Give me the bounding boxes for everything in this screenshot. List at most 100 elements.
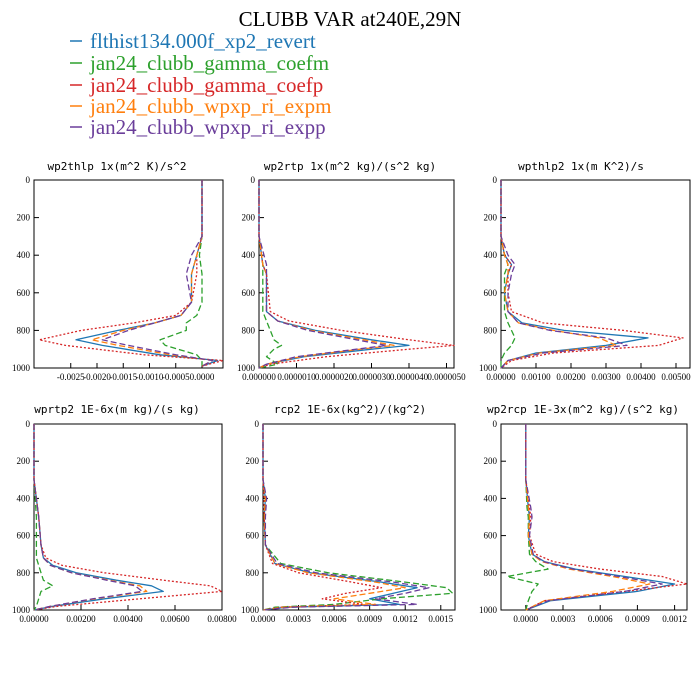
series-line-4 [262, 424, 406, 611]
legend-label-2: jan24_clubb_gamma_coefm [89, 51, 329, 75]
x-tick-label: 0.0000 [190, 372, 215, 382]
x-tick-label: 0.0006 [588, 614, 613, 624]
panel-wp2thlp: wp2thlp 1x(m^2 K)/s^2 0 200 400 600 800 1000 -… [12, 160, 224, 382]
y-tick-label: 0 [26, 419, 31, 429]
legend-entry-4: jan24_clubb_wpxp_ri_expm [70, 94, 331, 118]
panel-wpthlp2: wpthlp2 1x(m K^2)/s 020040060080010000.0… [479, 160, 691, 382]
plot-frame-wpthlp2 [500, 179, 691, 369]
x-tick-label: 0.0000 [513, 614, 538, 624]
legend-entry-5: jan24_clubb_wpxp_ri_expp [70, 115, 326, 139]
y-tick-label: 1000 [237, 363, 256, 373]
x-tick-label: 0.0015 [428, 614, 453, 624]
series-line-5 [525, 424, 663, 611]
panel-content-wp2thlp: 02004006008001000-0.0025-0.0020-0.0015-0… [12, 175, 224, 382]
series-line-4 [500, 180, 618, 369]
x-tick-label: 0.00200 [66, 614, 96, 624]
series-line-1 [258, 180, 410, 369]
x-tick-label: 0.00500 [661, 372, 691, 382]
series-line-5 [262, 424, 430, 611]
plot-frame-wp2rtp [258, 179, 455, 369]
x-tick-label: 0.00600 [160, 614, 190, 624]
y-tick-label: 1000 [12, 605, 31, 615]
series-line-4 [91, 180, 214, 367]
x-tick-label: 0.0012 [662, 614, 687, 624]
y-tick-label: 1000 [479, 605, 498, 615]
series-line-3 [500, 180, 684, 369]
panel-rcp2: rcp2 1E-6x(kg^2)/(kg^2) 0 200 400 600 800 100… [241, 403, 456, 624]
x-tick-label: 0.0009 [357, 614, 382, 624]
series-line-1 [33, 424, 164, 611]
x-tick-label: 0.00800 [207, 614, 237, 624]
x-tick-label: 0.0006 [322, 614, 347, 624]
series-line-4 [525, 424, 651, 611]
legend-label-5: jan24_clubb_wpxp_ri_expp [89, 115, 326, 139]
x-tick-label: 0.0009 [625, 614, 650, 624]
series-line-1 [500, 180, 649, 369]
y-tick-label: 1000 [12, 363, 31, 373]
series-line-2 [159, 180, 203, 367]
x-tick-label: -0.0025 [57, 372, 85, 382]
legend-label-1: flthist134.000f_xp2_revert [90, 29, 316, 53]
panel-wp2rcp: wp2rcp 1E-3x(m^2 kg)/(s^2 kg) 0 200 400 600… [479, 403, 688, 624]
series-line-5 [33, 424, 143, 611]
panel-title-wp2rtp: wp2rtp 1x(m^2 kg)/(s^2 kg) [264, 160, 436, 173]
x-tick-label: 0.00300 [591, 372, 621, 382]
y-tick-label: 800 [484, 568, 498, 578]
panel-title-wprtp2: wprtp2 1E-6x(m kg)/(s kg) [34, 403, 200, 416]
y-tick-label: 200 [246, 456, 260, 466]
series-line-2 [506, 424, 549, 611]
y-tick-label: 400 [484, 493, 498, 503]
panel-title-wp2thlp: wp2thlp 1x(m^2 K)/s^2 [47, 160, 186, 173]
series-line-2 [258, 180, 283, 369]
x-tick-label: 0.0003 [551, 614, 576, 624]
y-tick-label: 1000 [241, 605, 260, 615]
series-line-5 [500, 180, 628, 369]
legend: flthist134.000f_xp2_revert jan24_clubb_g… [70, 29, 331, 139]
series-line-2 [33, 424, 54, 611]
series-line-3 [38, 180, 224, 367]
y-tick-label: 1000 [479, 363, 498, 373]
x-tick-label: 0.0000050 [427, 372, 466, 382]
legend-label-4: jan24_clubb_wpxp_ri_expm [89, 94, 331, 118]
plot-frame-rcp2 [262, 423, 456, 611]
panel-content-wp2rcp: 0 200 400 600 800 1000 0.0000 0.0003 0.0006 0.000… [479, 419, 688, 624]
series-line-5 [101, 180, 214, 367]
x-tick-label: -0.0015 [109, 372, 137, 382]
panel-title-rcp2: rcp2 1E-6x(kg^2)/(kg^2) [274, 403, 426, 416]
series-line-2 [262, 424, 454, 611]
x-tick-label: -0.0005 [162, 372, 190, 382]
legend-entry-3: jan24_clubb_gamma_coefp [70, 73, 323, 97]
x-tick-label: 0.0000020 [315, 372, 354, 382]
plot-frame-wp2rcp [500, 423, 688, 611]
y-tick-label: 400 [242, 250, 256, 260]
x-tick-label: 0.00100 [521, 372, 551, 382]
y-tick-label: 800 [246, 568, 260, 578]
y-tick-label: 0 [493, 175, 498, 185]
y-tick-label: 800 [484, 325, 498, 335]
y-tick-label: 600 [246, 531, 260, 541]
series-line-5 [258, 180, 388, 369]
panel-wprtp2: wprtp2 1E-6x(m kg)/(s kg) 0 200 400 600 800 1… [12, 403, 237, 624]
y-tick-label: 0 [26, 175, 31, 185]
panel-wp2rtp: wp2rtp 1x(m^2 kg)/(s^2 kg) 0 200 400 600 800… [237, 160, 466, 382]
y-tick-label: 400 [484, 250, 498, 260]
x-tick-label: 0.0000010 [277, 372, 316, 382]
figure-title: CLUBB VAR at240E,29N [239, 7, 462, 31]
plot-frame-wp2thlp [33, 179, 224, 369]
y-tick-label: 200 [242, 213, 256, 223]
x-tick-label: 0.00200 [556, 372, 586, 382]
panel-title-wpthlp2: wpthlp2 1x(m K^2)/s [518, 160, 644, 173]
x-tick-label: 0.00400 [626, 372, 656, 382]
y-tick-label: 400 [17, 250, 31, 260]
x-tick-label: 0.000000 [242, 372, 276, 382]
y-tick-label: 800 [17, 325, 31, 335]
x-tick-label: 0.00000 [486, 372, 516, 382]
x-tick-label: 0.0000 [251, 614, 276, 624]
legend-label-3: jan24_clubb_gamma_coefp [89, 73, 323, 97]
y-tick-label: 200 [17, 456, 31, 466]
y-tick-label: 400 [246, 493, 260, 503]
